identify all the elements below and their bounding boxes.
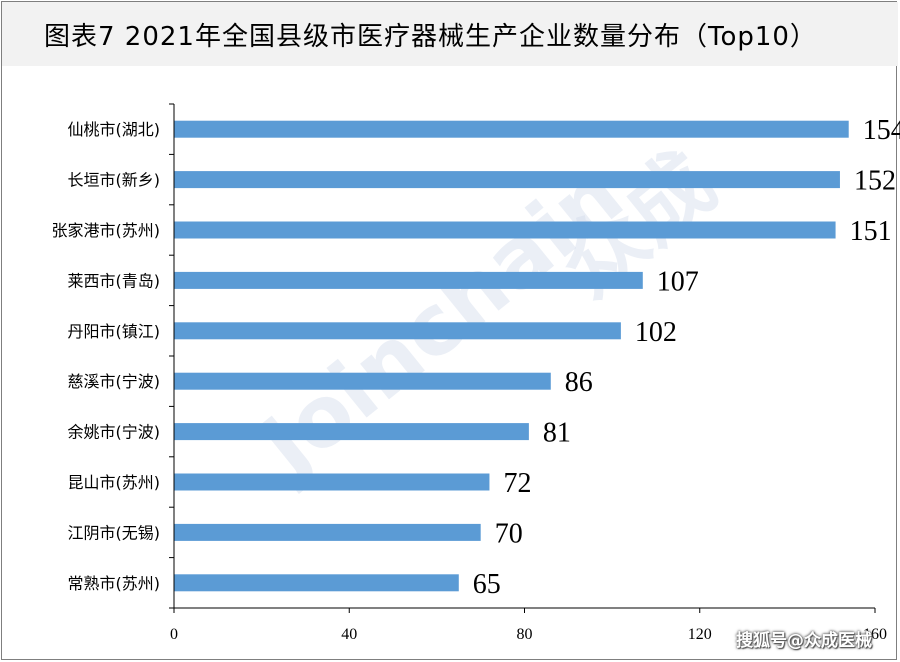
category-label-3: 莱西市(青岛) xyxy=(68,271,161,290)
data-label-0: 154 xyxy=(863,115,900,146)
watermark-text: Joinchain xyxy=(239,145,641,496)
category-label-1: 长垣市(新乡) xyxy=(68,171,161,190)
bar-5 xyxy=(174,372,551,390)
data-label-9: 65 xyxy=(473,569,501,600)
data-label-3: 107 xyxy=(657,266,699,297)
bar-9 xyxy=(174,574,459,592)
title-band: 图表7 2021年全国县级市医疗器械生产企业数量分布（Top10） xyxy=(2,2,898,66)
x-tick-label-0: 0 xyxy=(170,626,178,643)
category-label-6: 余姚市(宁波) xyxy=(68,423,161,442)
x-tick-label-3: 120 xyxy=(688,626,712,643)
data-label-1: 152 xyxy=(854,166,896,197)
data-label-6: 81 xyxy=(543,418,571,449)
data-label-2: 151 xyxy=(850,216,892,247)
bar-1 xyxy=(174,171,840,189)
category-label-4: 丹阳市(镇江) xyxy=(68,322,161,341)
x-tick-label-4: 160 xyxy=(863,626,887,643)
x-tick-label-2: 80 xyxy=(517,626,533,643)
bar-6 xyxy=(174,423,529,441)
data-label-5: 86 xyxy=(565,367,593,398)
category-label-9: 常熟市(苏州) xyxy=(68,574,161,593)
chart-title: 图表7 2021年全国县级市医疗器械生产企业数量分布（Top10） xyxy=(44,22,817,52)
source-tag: 搜狐号@众成医械 xyxy=(736,631,872,651)
bar-8 xyxy=(174,523,481,541)
category-label-5: 慈溪市(宁波) xyxy=(68,372,161,391)
category-label-7: 昆山市(苏州) xyxy=(68,473,161,492)
bar-7 xyxy=(174,473,490,491)
data-label-4: 102 xyxy=(635,317,677,348)
category-label-0: 仙桃市(湖北) xyxy=(68,120,161,139)
category-label-8: 江阴市(无锡) xyxy=(68,523,161,542)
bar-2 xyxy=(174,221,836,239)
bar-4 xyxy=(174,322,621,340)
data-label-8: 70 xyxy=(495,518,523,549)
category-label-2: 张家港市(苏州) xyxy=(52,221,161,240)
x-tick-label-1: 40 xyxy=(341,626,357,643)
bar-0 xyxy=(174,120,849,138)
data-label-7: 72 xyxy=(503,468,531,499)
bar-3 xyxy=(174,271,643,289)
